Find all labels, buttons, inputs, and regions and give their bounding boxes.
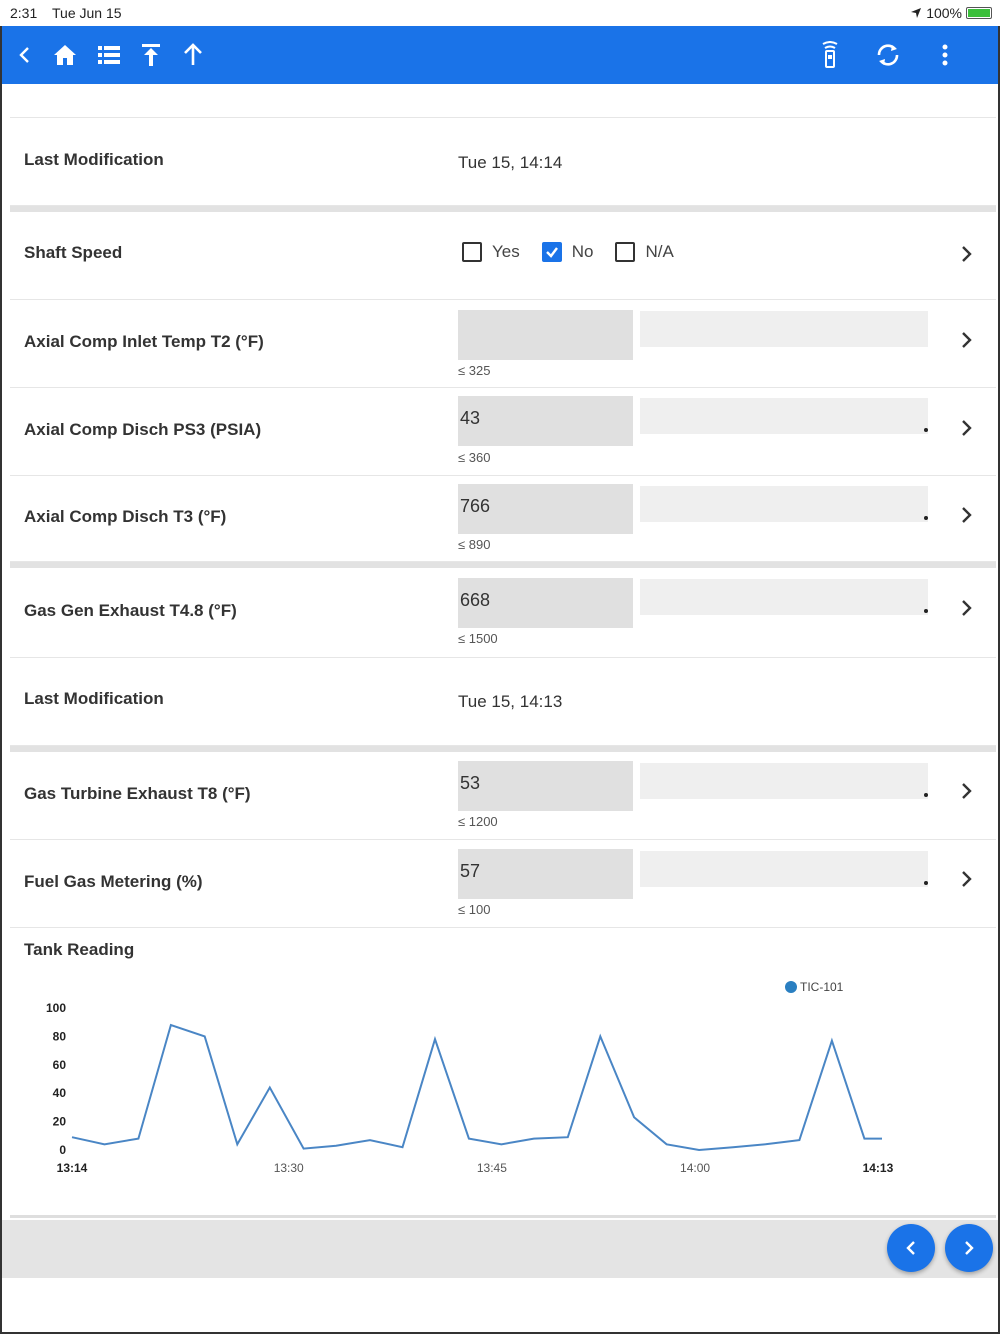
row-label: Last Modification (24, 689, 164, 708)
axial-t3-row: Axial Comp Disch T3 (°F) 766 ≤ 890 (10, 476, 996, 562)
limit-text: ≤ 1200 (458, 814, 498, 829)
axial-t3-comment[interactable] (640, 486, 928, 522)
tank-reading-chart: 0 20 40 60 80 100 13:14 13:30 13:45 14:00 14:13 TIC… (46, 980, 894, 1175)
status-time: 2:31 (10, 5, 38, 21)
row-label: Axial Comp Inlet Temp T2 (°F) (24, 332, 264, 351)
section-divider (10, 562, 996, 568)
axial-inlet-comment[interactable] (640, 311, 928, 347)
axial-ps3-comment[interactable] (640, 398, 928, 434)
section-divider (10, 206, 996, 212)
chevron-right-icon[interactable] (958, 418, 974, 438)
shaft-speed-options: Yes No N/A (462, 242, 696, 262)
last-modification-value: Tue 15, 14:14 (458, 153, 563, 172)
axial-ps3-input[interactable]: 43 (458, 396, 633, 446)
chevron-right-icon[interactable] (958, 330, 974, 350)
y-tick-label: 100 (46, 1001, 66, 1015)
chevron-right-icon[interactable] (958, 505, 974, 525)
footer-bar (2, 1220, 998, 1278)
battery-percent: 100% (926, 5, 962, 21)
row-label: Axial Comp Disch T3 (°F) (24, 507, 227, 526)
row-label: Axial Comp Disch PS3 (PSIA) (24, 420, 262, 439)
no-label: No (571, 242, 594, 261)
chevron-right-icon[interactable] (958, 244, 974, 264)
chevron-right-icon (965, 1241, 974, 1255)
y-tick-label: 60 (53, 1058, 67, 1072)
yes-checkbox[interactable] (462, 242, 482, 262)
gas-turbine-input[interactable]: 53 (458, 761, 633, 811)
x-tick-label: 14:00 (680, 1161, 710, 1175)
gas-gen-row: Gas Gen Exhaust T4.8 (°F) 668 ≤ 1500 (10, 568, 996, 658)
y-tick-label: 40 (53, 1086, 67, 1100)
chart-title: Tank Reading (24, 940, 135, 959)
fuel-gas-row: Fuel Gas Metering (%) 57 ≤ 100 (10, 840, 996, 928)
x-tick-label: 13:45 (477, 1161, 507, 1175)
back-icon[interactable] (10, 40, 40, 70)
y-tick-label: 80 (53, 1029, 67, 1043)
location-icon (911, 8, 922, 18)
gas-turbine-row: Gas Turbine Exhaust T8 (°F) 53 ≤ 1200 (10, 752, 996, 840)
status-date: Tue Jun 15 (52, 5, 122, 21)
na-checkbox[interactable] (615, 242, 636, 262)
y-tick-label: 20 (53, 1115, 67, 1129)
limit-text: ≤ 100 (458, 902, 491, 917)
row-label: Last Modification (24, 150, 164, 169)
chevron-right-icon[interactable] (958, 869, 974, 889)
x-tick-label: 14:13 (863, 1161, 894, 1175)
shaft-speed-row[interactable]: Shaft Speed Yes No N/A (10, 212, 996, 300)
limit-text: ≤ 890 (458, 537, 491, 552)
tank-reading-card: Tank Reading 0 20 40 60 80 100 13:14 13:30 13:45… (10, 928, 996, 1218)
chevron-right-icon[interactable] (958, 781, 974, 801)
x-tick-label: 13:30 (274, 1161, 304, 1175)
no-checkbox[interactable] (541, 242, 562, 262)
fuel-gas-comment[interactable] (640, 851, 928, 887)
fuel-gas-input[interactable]: 57 (458, 849, 633, 899)
axial-inlet-row: Axial Comp Inlet Temp T2 (°F) ≤ 325 (10, 300, 996, 388)
last-modification-row: Last Modification Tue 15, 14:14 (10, 118, 996, 206)
row-label: Gas Turbine Exhaust T8 (°F) (24, 784, 251, 803)
next-button[interactable] (945, 1224, 993, 1272)
last-modification-row: Last Modification Tue 15, 14:13 (10, 658, 996, 746)
legend-label: TIC-101 (800, 980, 844, 994)
limit-text: ≤ 1500 (458, 631, 498, 646)
more-vert-icon[interactable] (930, 40, 960, 70)
chevron-right-icon[interactable] (958, 598, 974, 618)
y-tick-label: 0 (59, 1143, 66, 1157)
axial-t3-input[interactable]: 766 (458, 484, 633, 534)
row-label: Fuel Gas Metering (%) (24, 872, 203, 891)
top-spacer (10, 84, 996, 118)
limit-text: ≤ 325 (458, 363, 491, 378)
home-icon[interactable] (50, 40, 80, 70)
previous-button[interactable] (887, 1224, 935, 1272)
section-divider (10, 746, 996, 752)
arrow-up-icon[interactable] (178, 40, 208, 70)
na-label: N/A (645, 242, 674, 261)
row-label: Shaft Speed (24, 243, 123, 262)
status-bar: 2:31 Tue Jun 15 100% (0, 0, 1000, 26)
axial-ps3-row: Axial Comp Disch PS3 (PSIA) 43 ≤ 360 (10, 388, 996, 476)
form-list: Last Modification Tue 15, 14:14 Shaft Sp… (10, 84, 996, 928)
row-label: Gas Gen Exhaust T4.8 (°F) (24, 601, 237, 620)
series-line (71, 1023, 882, 1152)
x-tick-label: 13:14 (57, 1161, 88, 1175)
sync-icon[interactable] (873, 40, 903, 70)
legend-marker (785, 981, 797, 993)
battery-icon (966, 7, 992, 19)
upload-icon[interactable] (136, 40, 166, 70)
status-right: 100% (910, 5, 992, 21)
gas-turbine-comment[interactable] (640, 763, 928, 799)
limit-text: ≤ 360 (458, 450, 491, 465)
last-modification-value: Tue 15, 14:13 (458, 692, 563, 711)
gas-gen-comment[interactable] (640, 579, 928, 615)
sensor-icon[interactable] (815, 40, 845, 70)
list-icon[interactable] (94, 40, 124, 70)
yes-label: Yes (492, 242, 520, 261)
app-bar (2, 26, 998, 84)
chevron-left-icon (906, 1241, 915, 1255)
axial-inlet-input[interactable] (458, 310, 633, 360)
gas-gen-input[interactable]: 668 (458, 578, 633, 628)
